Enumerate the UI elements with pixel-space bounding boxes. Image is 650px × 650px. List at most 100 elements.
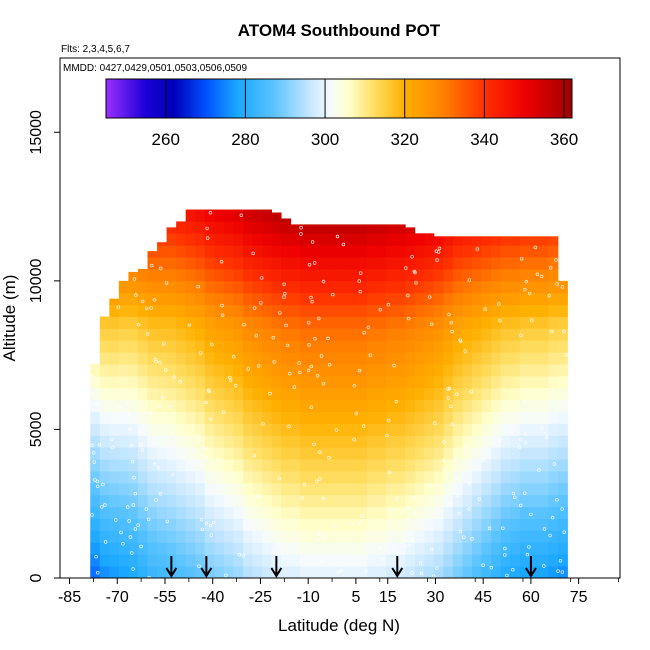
heatmap-cell [510, 471, 521, 484]
observation-dot [90, 443, 94, 447]
observation-dot [209, 523, 213, 528]
heatmap-cell [357, 224, 368, 234]
heatmap-cell [367, 328, 377, 341]
heatmap-cell [290, 399, 301, 412]
heatmap-cell [357, 316, 368, 329]
heatmap-cell [519, 245, 530, 258]
heatmap-cell [500, 352, 511, 365]
observation-dot [523, 432, 527, 436]
heatmap-cell [519, 340, 530, 353]
heatmap-cell [176, 518, 187, 531]
heatmap-cell [99, 566, 110, 579]
observation-dot [457, 511, 461, 516]
heatmap-cell [290, 292, 301, 306]
observation-dot [239, 213, 244, 218]
heatmap-cell [405, 518, 416, 531]
heatmap-cell [357, 257, 368, 270]
heatmap-cell [424, 471, 435, 484]
heatmap-cell [548, 435, 559, 448]
heatmap-cell [281, 221, 292, 234]
observation-dot [220, 303, 224, 308]
heatmap-cell [491, 482, 502, 496]
observation-dot [333, 524, 337, 528]
heatmap-cell [195, 375, 206, 389]
heatmap-cell [157, 375, 167, 389]
heatmap-cell [424, 245, 435, 258]
heatmap-cell [214, 245, 225, 258]
heatmap-cell [195, 352, 206, 365]
heatmap-cell [290, 423, 301, 436]
observation-dot [172, 375, 176, 379]
heatmap-cell [424, 292, 435, 306]
profile-arrow [200, 556, 213, 578]
heatmap-cell [472, 542, 482, 555]
heatmap-cell [166, 245, 177, 258]
heatmap-cell [99, 518, 110, 531]
heatmap-cell [481, 554, 492, 567]
heatmap-cell [90, 411, 101, 424]
observation-dot [334, 428, 339, 432]
heatmap-cell [548, 316, 559, 329]
heatmap-cell [347, 387, 358, 401]
observation-dot [540, 274, 544, 278]
heatmap-cell [500, 435, 511, 448]
heatmap-cell [538, 482, 549, 496]
heatmap-cell [395, 364, 406, 377]
heatmap-cell [462, 554, 473, 567]
heatmap-cell [386, 399, 397, 412]
heatmap-cell [290, 494, 301, 508]
observation-dot [527, 291, 532, 296]
heatmap-cell [500, 542, 511, 555]
observation-dot [469, 390, 473, 394]
observation-dot [429, 547, 434, 551]
heatmap-cell [90, 435, 101, 448]
heatmap-cell [309, 316, 320, 329]
heatmap-cell [319, 566, 330, 579]
heatmap-cell [242, 459, 253, 472]
heatmap-cell [433, 340, 444, 353]
heatmap-cell [128, 566, 139, 579]
heatmap-cell [443, 411, 454, 424]
heatmap-cell [367, 494, 377, 508]
observation-dot [366, 325, 370, 329]
heatmap-cell [557, 387, 568, 401]
heatmap-cell [204, 245, 215, 258]
observation-dot [326, 336, 330, 340]
heatmap-cell [367, 387, 377, 401]
observation-dot [354, 411, 359, 416]
heatmap-cell [252, 304, 263, 317]
heatmap-cell [338, 364, 349, 377]
observation-dot [144, 507, 149, 511]
heatmap-cell [481, 459, 492, 472]
heatmap-cell [242, 506, 253, 519]
heatmap-cell [157, 530, 167, 543]
observation-dot [145, 306, 149, 311]
heatmap-cell [252, 387, 263, 401]
heatmap-cell [443, 566, 454, 579]
heatmap-cell [262, 542, 272, 555]
heatmap-cell [519, 236, 530, 246]
heatmap-cell [548, 471, 559, 484]
observation-dot [483, 307, 487, 311]
observation-dot [475, 247, 480, 251]
heatmap-cell [195, 316, 206, 329]
observation-dot [404, 266, 408, 270]
heatmap-cell [99, 435, 110, 448]
heatmap-cell [195, 471, 206, 484]
heatmap-cell [472, 399, 482, 412]
heatmap-cell [281, 304, 292, 317]
observation-dot [349, 521, 353, 526]
observation-dot [554, 258, 558, 262]
heatmap-cell [137, 506, 148, 519]
heatmap-cell [472, 459, 482, 472]
heatmap-cell [491, 411, 502, 424]
heatmap-cell [214, 352, 225, 365]
heatmap-cell [529, 245, 540, 258]
heatmap-cell [118, 387, 129, 401]
heatmap-cell [414, 233, 425, 246]
heatmap-cell [242, 340, 253, 353]
heatmap-cell [176, 387, 187, 401]
heatmap-cell [328, 387, 339, 401]
heatmap-cell [137, 411, 148, 424]
heatmap-cell [242, 399, 253, 412]
